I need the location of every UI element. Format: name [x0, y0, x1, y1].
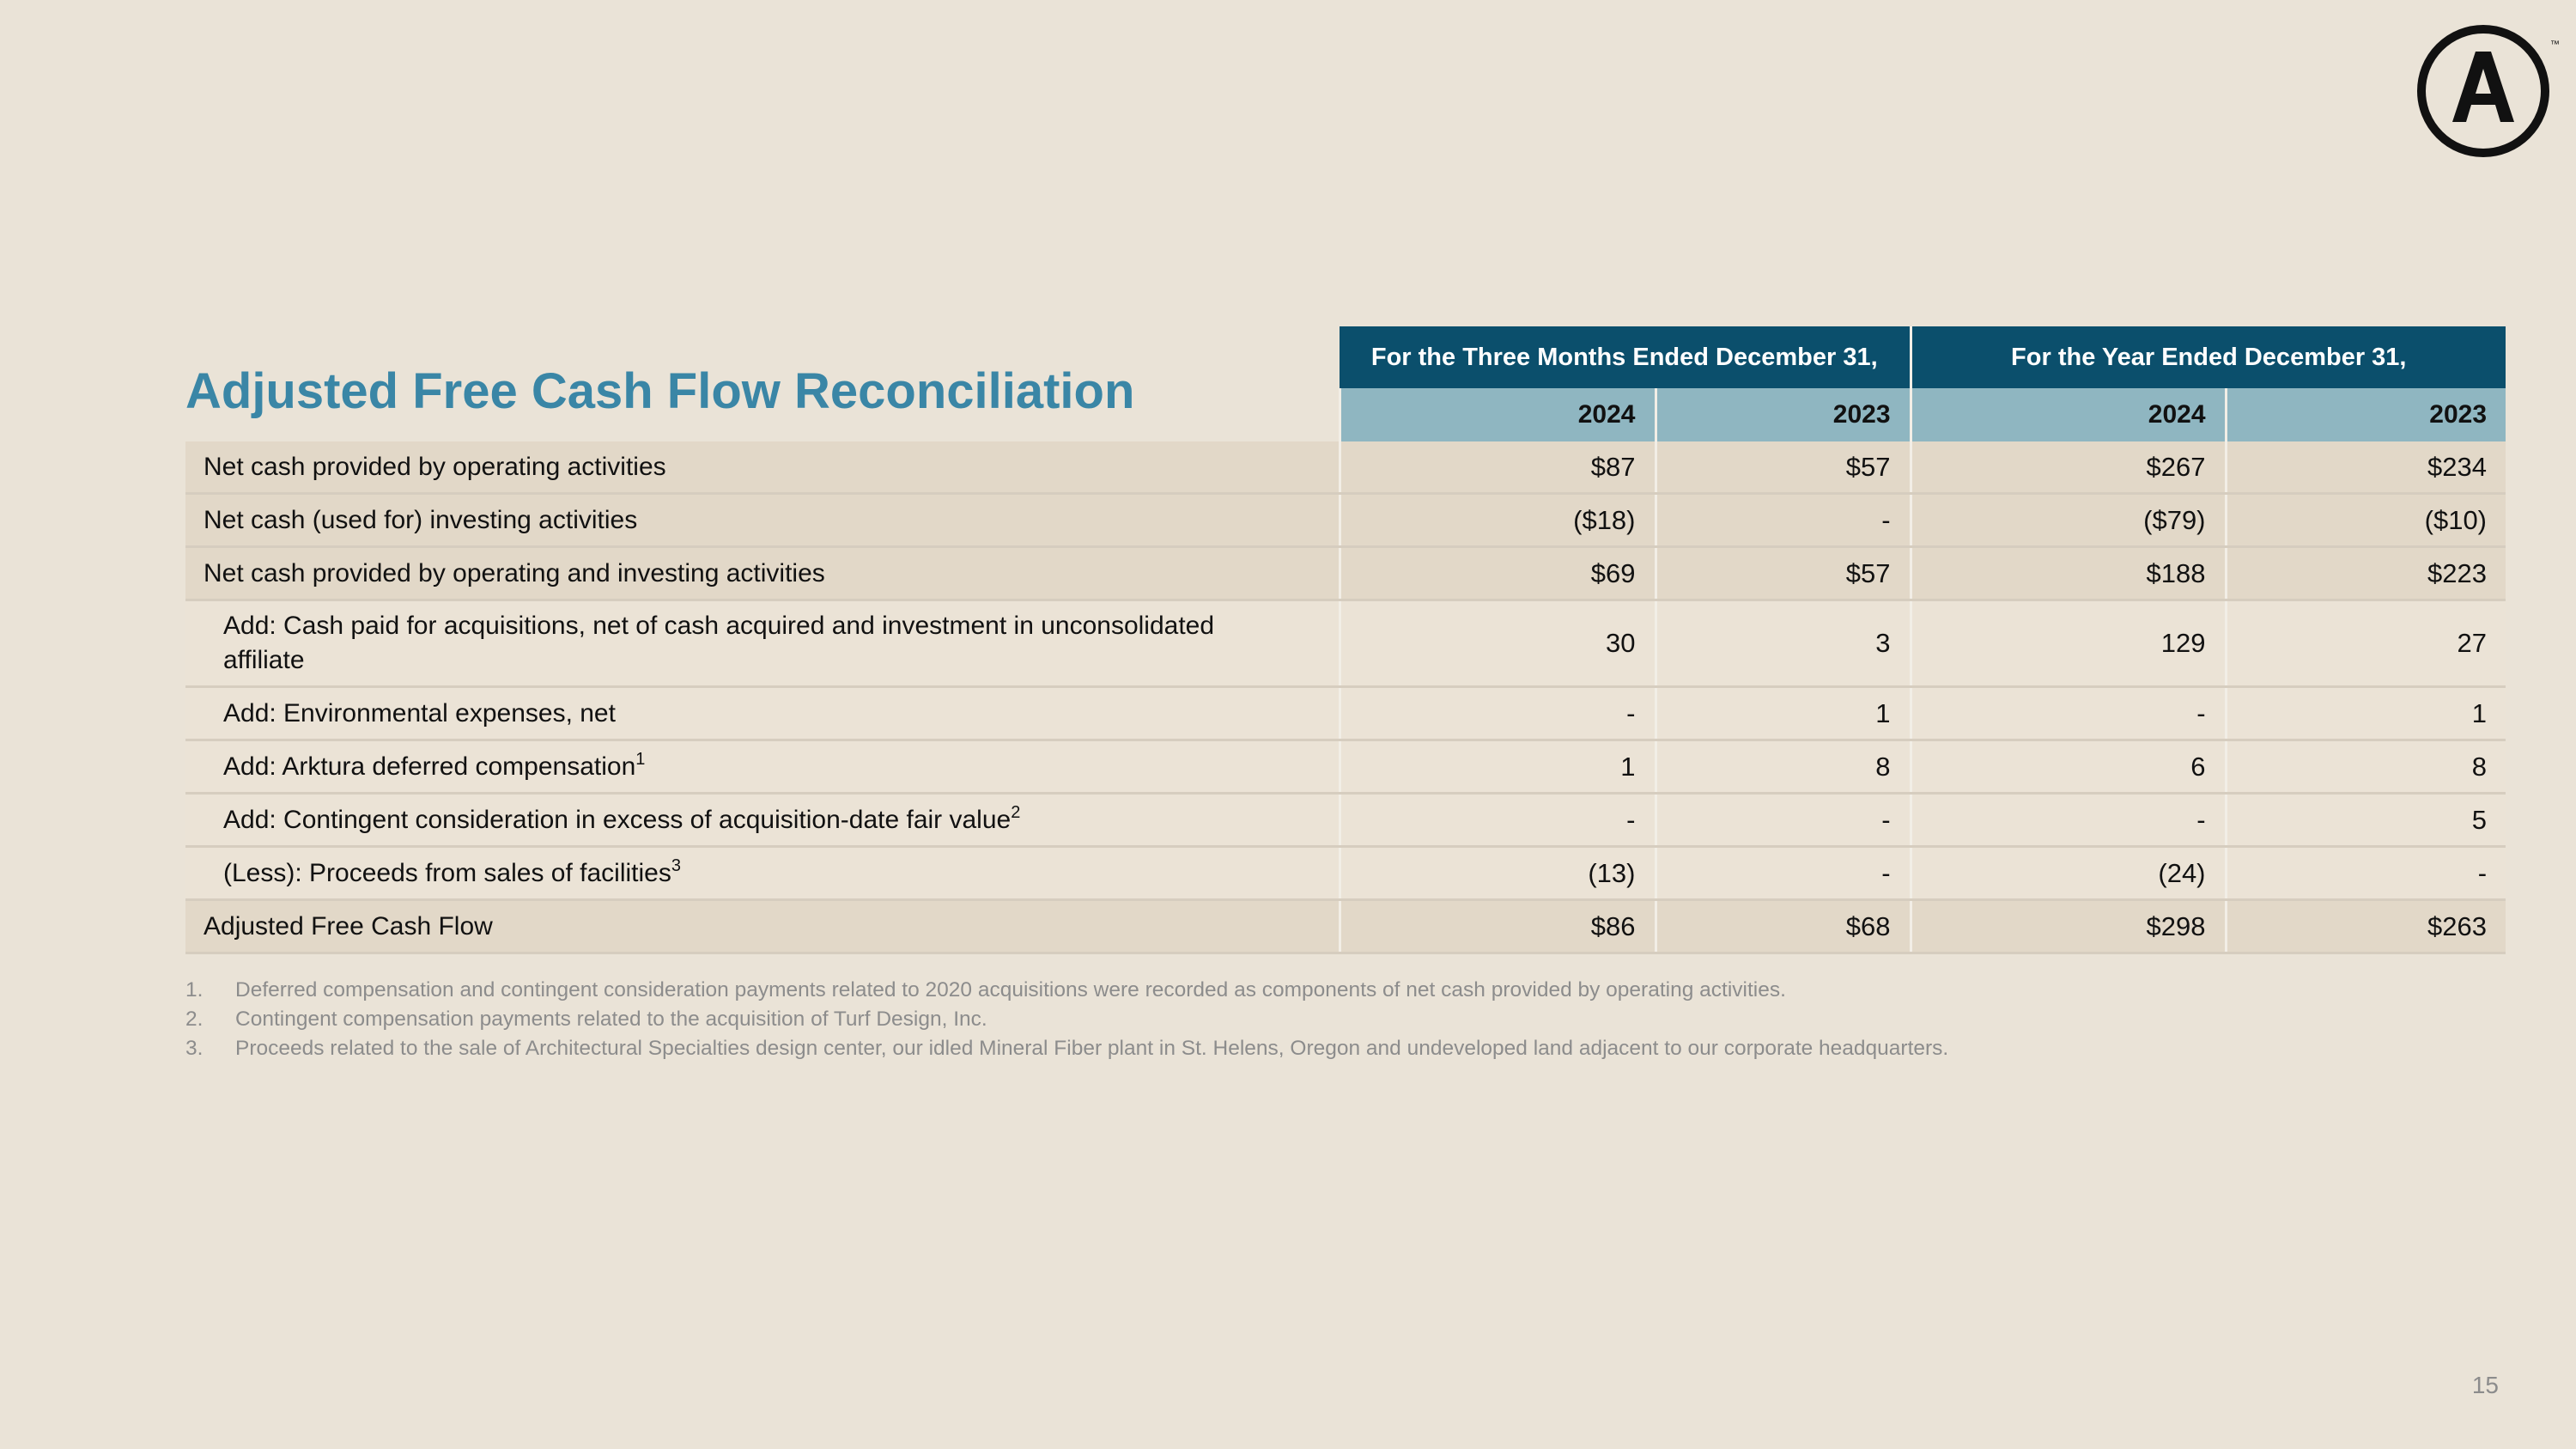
value-cell: 5 [2224, 793, 2506, 848]
table-row: Add: Contingent consideration in excess … [185, 793, 2506, 848]
row-label-text: Add: Cash paid for acquisitions, net of … [223, 612, 1215, 674]
footnote-item: 2. Contingent compensation payments rela… [185, 1005, 2461, 1034]
value-cell: 1 [1654, 686, 1911, 741]
value-cell: $57 [1654, 441, 1911, 495]
value-cell: $263 [2224, 899, 2506, 954]
value-cell: - [1654, 493, 1911, 548]
footnotes: 1. Deferred compensation and contingent … [185, 976, 2461, 1063]
row-label-text: (Less): Proceeds from sales of facilitie… [223, 858, 671, 887]
footnote-text: Contingent compensation payments related… [235, 1008, 987, 1031]
table-row: Net cash provided by operating activitie… [185, 441, 2506, 495]
value-cell: (13) [1338, 846, 1656, 901]
value-cell: ($18) [1338, 493, 1656, 548]
trademark-symbol: ™ [2550, 40, 2560, 50]
header-row-years: 2024 2023 2024 2023 [185, 388, 2506, 441]
value-cell: $298 [1909, 899, 2227, 954]
table-row-total: Adjusted Free Cash Flow $86 $68 $298 $26… [185, 899, 2506, 954]
footnote-marker: 1 [635, 749, 646, 769]
value-cell: $234 [2224, 441, 2506, 495]
row-label: Net cash (used for) investing activities [185, 493, 1340, 548]
value-cell: $69 [1338, 545, 1656, 601]
value-cell: $86 [1338, 899, 1656, 954]
footnote-marker: 3 [671, 855, 681, 875]
row-label: Add: Arktura deferred compensation1 [185, 740, 1340, 795]
value-cell: 27 [2224, 600, 2506, 688]
row-label: Net cash provided by operating and inves… [185, 545, 1340, 601]
header-blank-cell [185, 326, 1340, 388]
value-cell: 8 [1654, 740, 1911, 795]
value-cell: - [2224, 846, 2506, 901]
row-label: Add: Contingent consideration in excess … [185, 793, 1340, 848]
value-cell: 6 [1909, 740, 2227, 795]
value-cell: - [1909, 686, 2227, 741]
value-cell: 30 [1338, 600, 1656, 688]
row-label: Add: Cash paid for acquisitions, net of … [185, 600, 1340, 688]
footnote-number: 3. [185, 1037, 204, 1060]
value-cell: 1 [1338, 740, 1656, 795]
footnote-number: 2. [185, 1008, 204, 1031]
value-cell: $188 [1909, 545, 2227, 601]
footnote-item: 1. Deferred compensation and contingent … [185, 976, 2461, 1005]
page-title: Adjusted Free Cash Flow Reconciliation [185, 363, 1135, 419]
row-label-text: Add: Arktura deferred compensation [223, 752, 636, 781]
footnote-text: Deferred compensation and contingent con… [235, 978, 1786, 1002]
table-row: Add: Cash paid for acquisitions, net of … [185, 600, 2506, 688]
header-row-periods: For the Three Months Ended December 31, … [185, 326, 2506, 388]
year-header: 2024 [1338, 388, 1656, 441]
value-cell: $87 [1338, 441, 1656, 495]
header-three-months: For the Three Months Ended December 31, [1340, 326, 1911, 388]
value-cell: 1 [2224, 686, 2506, 741]
value-cell: - [1654, 793, 1911, 848]
table-row: Add: Arktura deferred compensation1 1 8 … [185, 740, 2506, 795]
row-label: (Less): Proceeds from sales of facilitie… [185, 846, 1340, 901]
row-label-text: Add: Contingent consideration in excess … [223, 805, 1012, 834]
table-row: Net cash (used for) investing activities… [185, 493, 2506, 548]
value-cell: - [1654, 846, 1911, 901]
value-cell: - [1338, 686, 1656, 741]
year-header: 2024 [1909, 388, 2227, 441]
row-label: Net cash provided by operating activitie… [185, 441, 1340, 495]
value-cell: 129 [1909, 600, 2227, 688]
value-cell: - [1338, 793, 1656, 848]
value-cell: (24) [1909, 846, 2227, 901]
page-number: 15 [2471, 1372, 2499, 1398]
value-cell: 3 [1654, 600, 1911, 688]
company-logo: ™ [2415, 19, 2561, 165]
table-row: (Less): Proceeds from sales of facilitie… [185, 846, 2506, 901]
year-header: 2023 [1654, 388, 1911, 441]
value-cell: $267 [1909, 441, 2227, 495]
value-cell: 8 [2224, 740, 2506, 795]
value-cell: ($79) [1909, 493, 2227, 548]
value-cell: ($10) [2224, 493, 2506, 548]
row-label: Adjusted Free Cash Flow [185, 899, 1340, 954]
table-row: Net cash provided by operating and inves… [185, 545, 2506, 601]
value-cell: - [1909, 793, 2227, 848]
table-row: Add: Environmental expenses, net - 1 - 1 [185, 686, 2506, 741]
header-blank-cell [185, 388, 1340, 441]
value-cell: $223 [2224, 545, 2506, 601]
footnote-text: Proceeds related to the sale of Architec… [235, 1037, 1949, 1060]
reconciliation-table: For the Three Months Ended December 31, … [185, 326, 2506, 954]
year-header: 2023 [2224, 388, 2506, 441]
footnote-marker: 2 [1011, 802, 1021, 822]
row-label: Add: Environmental expenses, net [185, 686, 1340, 741]
value-cell: $68 [1654, 899, 1911, 954]
footnote-number: 1. [185, 978, 204, 1002]
armstrong-a-logo-icon: ™ [2417, 25, 2560, 157]
header-year: For the Year Ended December 31, [1909, 326, 2506, 388]
footnote-item: 3. Proceeds related to the sale of Archi… [185, 1034, 2461, 1063]
value-cell: $57 [1654, 545, 1911, 601]
